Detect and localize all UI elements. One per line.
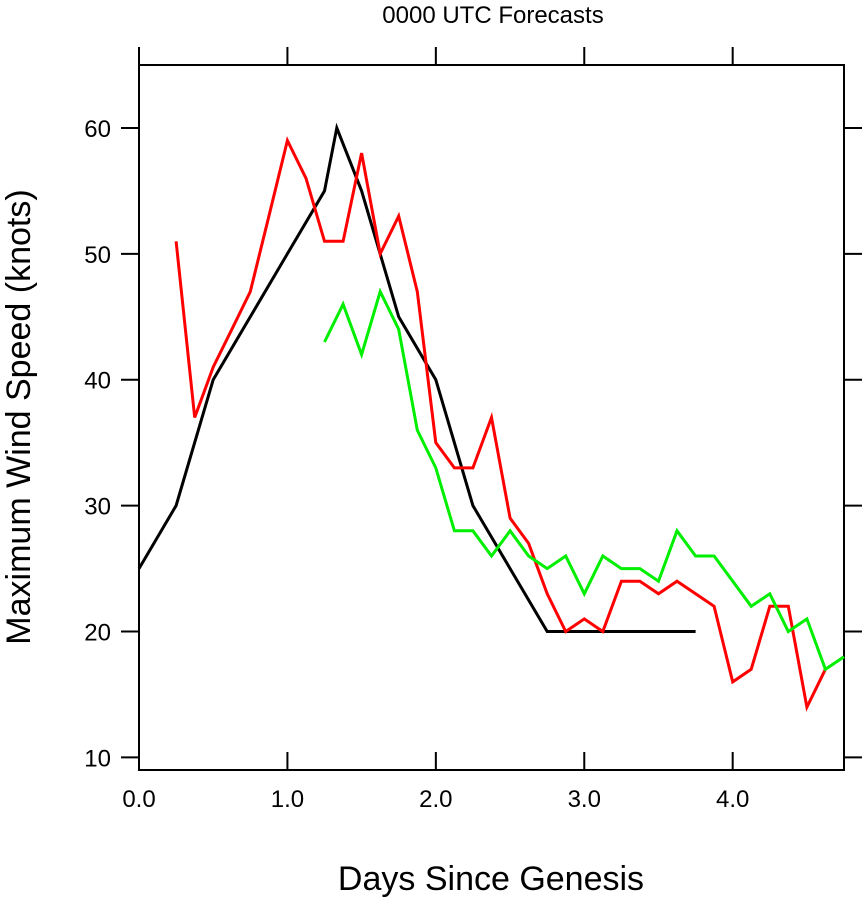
plot-frame xyxy=(138,64,845,771)
series-layer xyxy=(137,122,845,712)
x-axis: 0.0 1.0 2.0 3.0 4.0 xyxy=(122,47,749,813)
x-tick-label: 4.0 xyxy=(716,786,749,813)
x-tick-label: 1.0 xyxy=(271,786,304,813)
series-line-red xyxy=(174,136,827,712)
x-tick-label: 3.0 xyxy=(568,786,601,813)
series-line-black xyxy=(137,122,696,633)
y-tick-label: 20 xyxy=(84,620,111,647)
y-axis: 10 20 30 40 50 60 xyxy=(84,116,862,772)
x-tick-label: 2.0 xyxy=(419,786,452,813)
x-tick-label: 0.0 xyxy=(122,786,155,813)
y-tick-label: 40 xyxy=(84,368,111,395)
y-tick-label: 30 xyxy=(84,494,111,521)
y-axis-title: Maximum Wind Speed (knots) xyxy=(0,189,38,644)
y-tick-label: 10 xyxy=(84,745,111,772)
series-line-green xyxy=(323,287,845,672)
y-tick-label: 50 xyxy=(84,242,111,269)
x-axis-title: Days Since Genesis xyxy=(338,860,644,898)
chart-title: 0000 UTC Forecasts xyxy=(382,2,603,29)
y-tick-label: 60 xyxy=(84,116,111,143)
